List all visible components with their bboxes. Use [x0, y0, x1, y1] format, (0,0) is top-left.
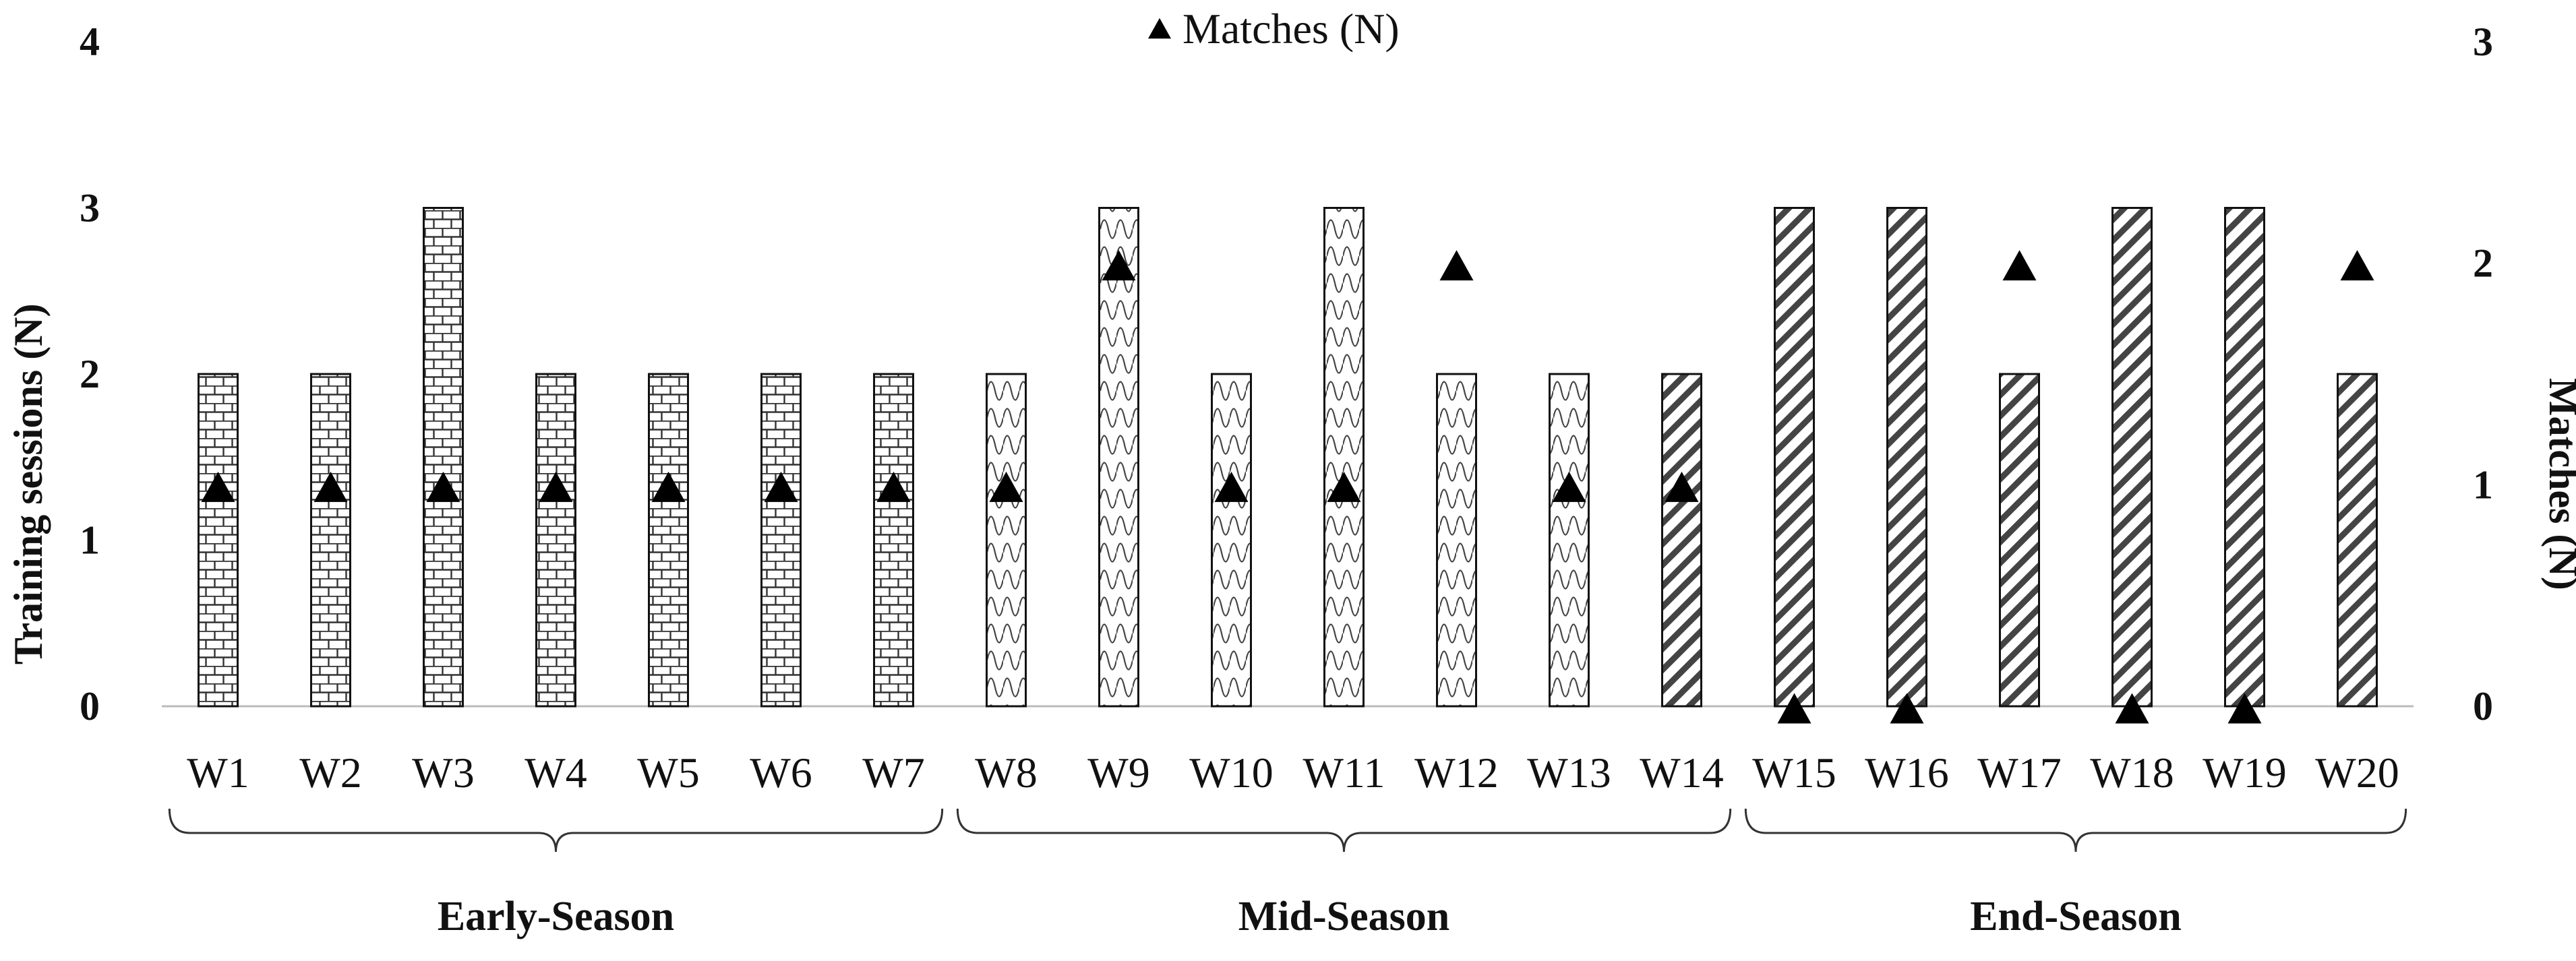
match-marker-w5	[651, 471, 686, 502]
season-label: Mid-Season	[1238, 894, 1449, 939]
category-label: W5	[637, 749, 699, 797]
category-label: W16	[1865, 749, 1948, 797]
category-label: W19	[2203, 749, 2286, 797]
category-label: W13	[1527, 749, 1611, 797]
bar-w7	[873, 373, 914, 708]
bar-w12	[1436, 373, 1477, 708]
match-marker-w4	[539, 471, 573, 502]
right-axis-title: Matches (N)	[2541, 378, 2576, 590]
match-marker-w11	[1327, 471, 1361, 502]
bar-w3	[423, 207, 464, 708]
match-marker-w6	[764, 471, 798, 502]
left-tick-label: 2	[80, 352, 100, 396]
right-tick-label: 2	[2473, 241, 2493, 286]
match-marker-w1	[201, 471, 235, 502]
bar-w16	[1886, 207, 1927, 708]
bar-w13	[1549, 373, 1590, 708]
bar-w1	[198, 373, 239, 708]
category-label: W4	[525, 749, 587, 797]
season-label: End-Season	[1970, 894, 2182, 939]
right-tick-label: 0	[2473, 684, 2493, 728]
season-bracket	[168, 808, 944, 852]
match-marker-w13	[1552, 471, 1586, 502]
bar-w9	[1098, 207, 1139, 708]
bar-w20	[2337, 373, 2378, 708]
category-label: W9	[1087, 749, 1149, 797]
right-tick-label: 1	[2473, 462, 2493, 507]
match-marker-w15	[1777, 693, 1811, 724]
bar-w18	[2111, 207, 2153, 708]
bar-w8	[986, 373, 1027, 708]
category-label: W18	[2090, 749, 2174, 797]
left-tick-label: 1	[80, 518, 100, 563]
bar-w17	[1999, 373, 2040, 708]
match-marker-w14	[1665, 471, 1699, 502]
category-label: W8	[975, 749, 1037, 797]
category-label: W15	[1752, 749, 1836, 797]
match-marker-w18	[2115, 693, 2149, 724]
legend-triangle-icon	[1148, 18, 1171, 39]
category-label: W17	[1977, 749, 2061, 797]
left-tick-label: 4	[80, 20, 100, 64]
bar-w2	[310, 373, 351, 708]
legend-label: Matches (N)	[1182, 5, 1400, 53]
category-label: W6	[750, 749, 812, 797]
category-label: W3	[412, 749, 474, 797]
category-label: W7	[862, 749, 924, 797]
category-label: W11	[1302, 749, 1385, 797]
match-marker-w8	[989, 471, 1023, 502]
bar-w6	[760, 373, 802, 708]
match-marker-w9	[1102, 250, 1136, 281]
match-marker-w20	[2340, 250, 2374, 281]
match-marker-w3	[426, 471, 460, 502]
season-label: Early-Season	[438, 894, 674, 939]
season-bracket	[1744, 808, 2407, 852]
match-marker-w12	[1439, 250, 1474, 281]
match-marker-w2	[313, 471, 348, 502]
category-label: W12	[1414, 749, 1498, 797]
bar-w11	[1323, 207, 1365, 708]
match-marker-w7	[876, 471, 911, 502]
season-bracket	[956, 808, 1732, 852]
bar-w19	[2224, 207, 2265, 708]
left-axis-title: Training sessions (N)	[6, 303, 51, 664]
category-label: W1	[187, 749, 249, 797]
category-label: W20	[2315, 749, 2399, 797]
match-marker-w16	[1890, 693, 1924, 724]
match-marker-w19	[2227, 693, 2262, 724]
right-tick-label: 3	[2473, 20, 2493, 64]
bar-w14	[1661, 373, 1702, 708]
category-label: W10	[1189, 749, 1273, 797]
match-marker-w10	[1214, 471, 1249, 502]
match-marker-w17	[2002, 250, 2037, 281]
category-label: W14	[1640, 749, 1723, 797]
bar-w15	[1774, 207, 1815, 708]
left-tick-label: 3	[80, 186, 100, 230]
bar-w4	[535, 373, 576, 708]
category-label: W2	[299, 749, 361, 797]
bar-w10	[1211, 373, 1252, 708]
bar-w5	[648, 373, 689, 708]
left-tick-label: 0	[80, 684, 100, 728]
